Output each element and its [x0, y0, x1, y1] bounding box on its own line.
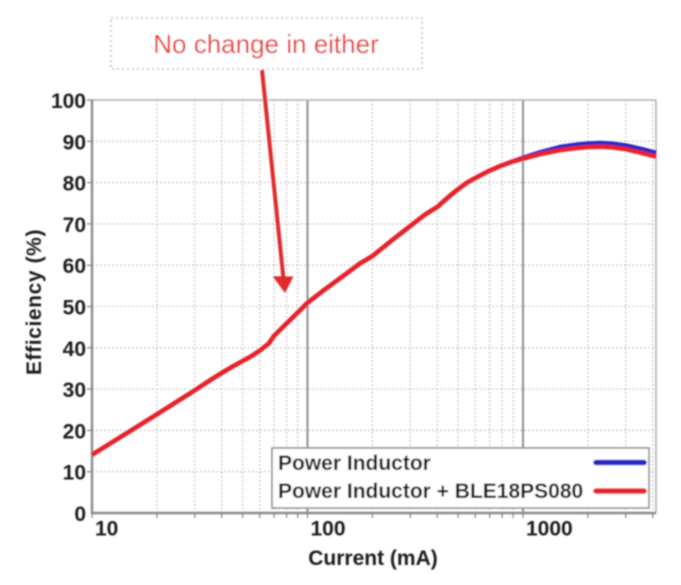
svg-text:0: 0: [74, 503, 86, 526]
svg-text:80: 80: [63, 173, 86, 196]
svg-text:Power Inductor + BLE18PS080: Power Inductor + BLE18PS080: [278, 480, 583, 503]
svg-text:50: 50: [63, 297, 86, 320]
svg-text:Efficiency (%): Efficiency (%): [23, 229, 46, 375]
svg-text:20: 20: [63, 420, 86, 443]
svg-text:90: 90: [63, 131, 86, 154]
svg-text:30: 30: [63, 379, 86, 402]
svg-text:Power Inductor: Power Inductor: [278, 452, 431, 475]
svg-text:70: 70: [63, 214, 86, 237]
svg-text:No change in either: No change in either: [153, 29, 379, 59]
svg-text:1000: 1000: [526, 518, 573, 541]
svg-text:Current (mA): Current (mA): [308, 547, 438, 570]
svg-text:100: 100: [311, 518, 346, 541]
svg-text:40: 40: [63, 338, 86, 361]
svg-text:60: 60: [63, 255, 86, 278]
svg-text:10: 10: [95, 518, 118, 541]
svg-text:10: 10: [63, 462, 86, 485]
svg-text:100: 100: [51, 90, 86, 113]
